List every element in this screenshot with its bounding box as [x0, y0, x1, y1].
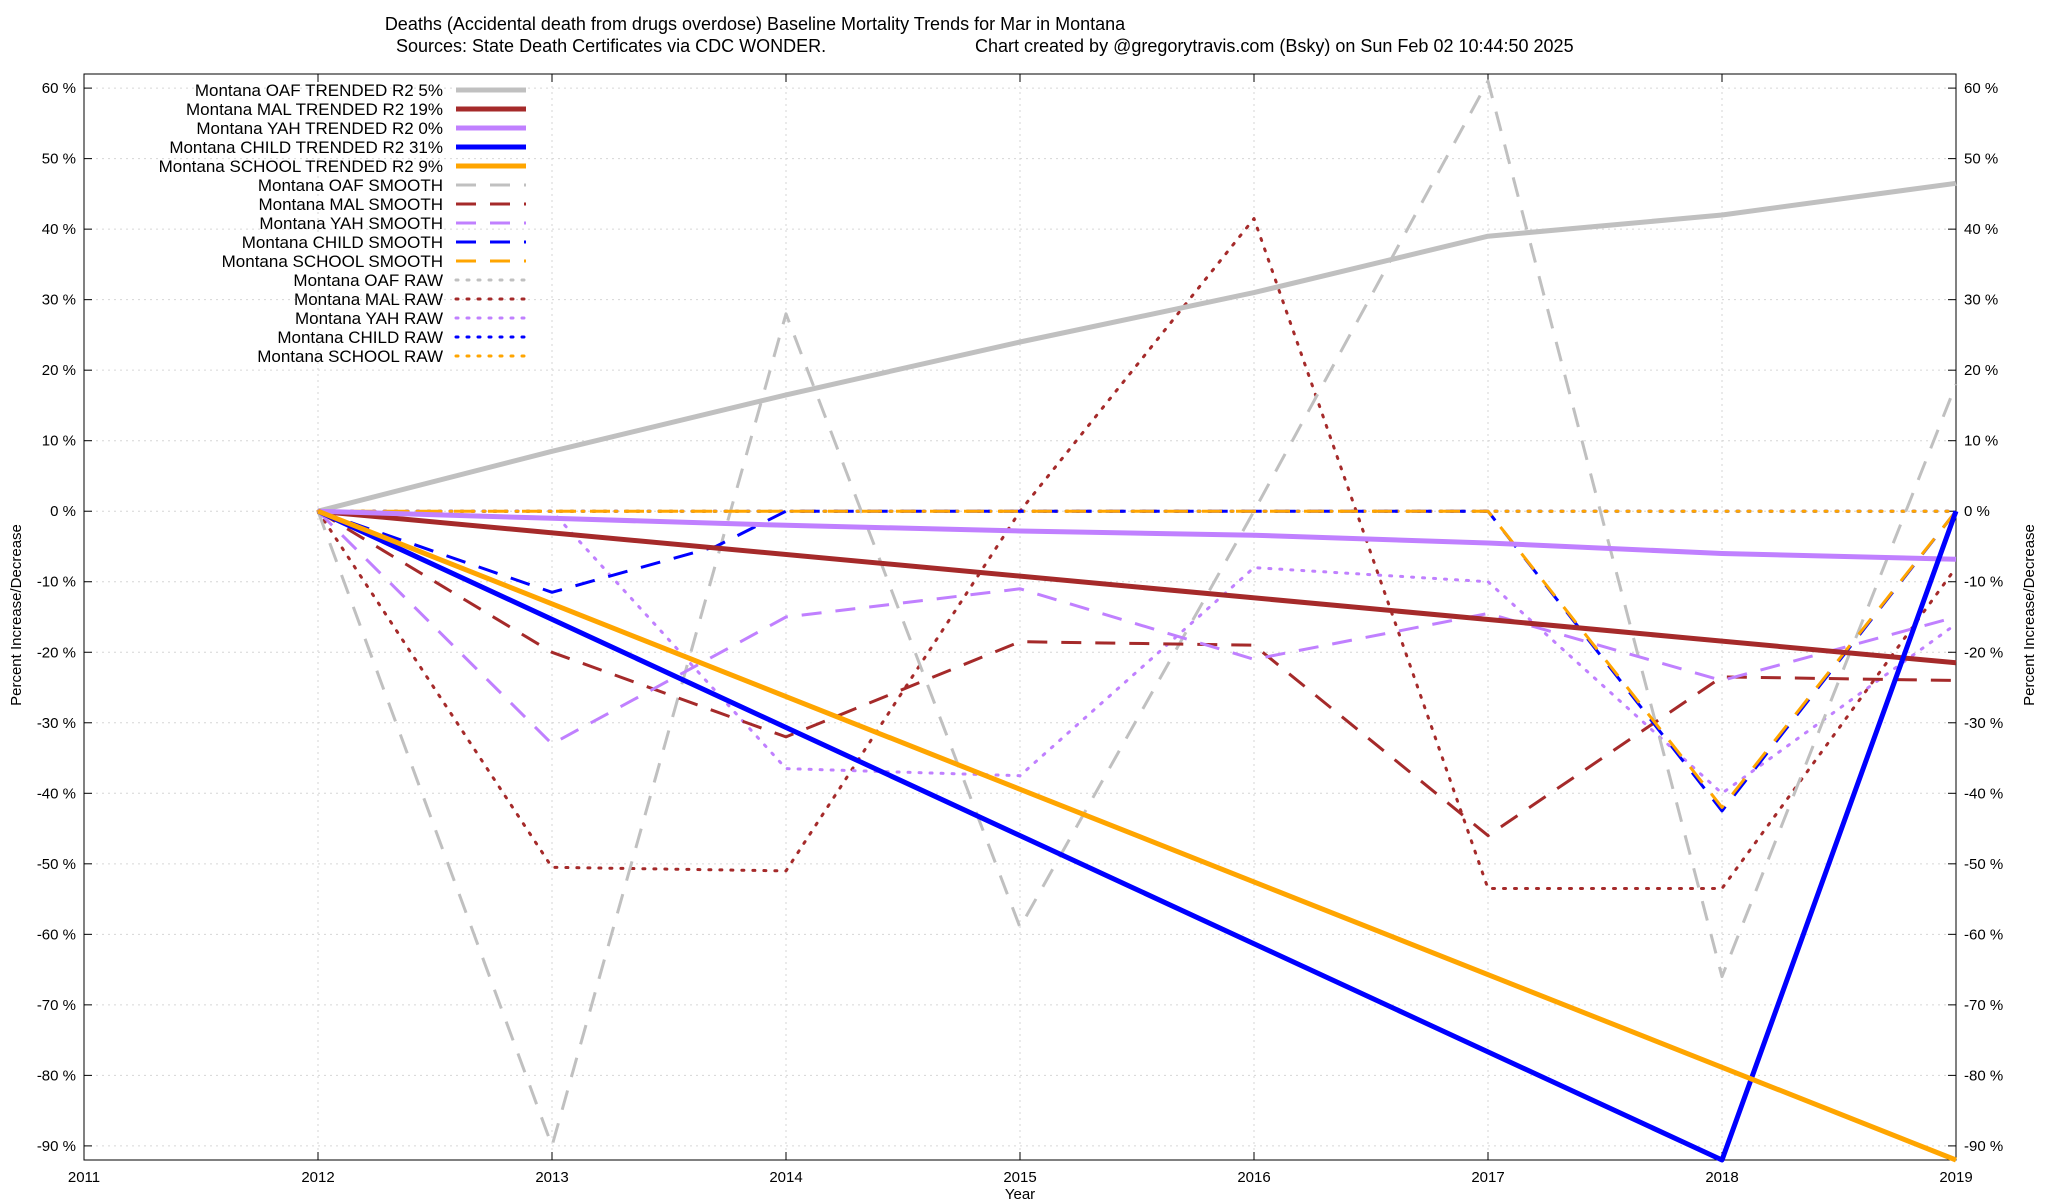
legend-label: Montana MAL RAW — [294, 290, 443, 309]
legend-label: Montana YAH SMOOTH — [259, 214, 443, 233]
legend-label: Montana SCHOOL RAW — [257, 347, 443, 366]
y-tick-label-right: -50 % — [1964, 856, 2003, 873]
x-tick-label: 2014 — [769, 1169, 802, 1186]
series-line-montana-mal-raw — [316, 217, 1958, 890]
y-tick-label-left: 0 % — [50, 503, 76, 520]
chart-subtitle-sources: Sources: State Death Certificates via CD… — [396, 36, 826, 56]
y-tick-label-left: -70 % — [37, 997, 76, 1014]
legend-label: Montana SCHOOL SMOOTH — [222, 252, 443, 271]
x-axis: 2011 2012 2013 2014 2015 2016 2017 2018 2019 — [68, 74, 1973, 1186]
series-line-montana-yah-trended-r — [317, 508, 1957, 562]
x-tick-label: 2019 — [1939, 1169, 1972, 1186]
y-tick-label-right: -80 % — [1964, 1067, 2003, 1084]
series-line-montana-child-smooth — [317, 509, 1958, 813]
y-tick-label-left: -10 % — [37, 574, 76, 591]
x-tick-label: 2013 — [535, 1169, 568, 1186]
y-tick-label-left: 20 % — [42, 362, 76, 379]
y-tick-label-left: 10 % — [42, 433, 76, 450]
y-tick-label-right: 60 % — [1964, 80, 1998, 97]
y-tick-label-left: -50 % — [37, 856, 76, 873]
y-tick-label-left: 30 % — [42, 292, 76, 309]
y-axis-label-right: Percent Increase/Decrease — [2021, 524, 2038, 706]
y-tick-label-left: -90 % — [37, 1138, 76, 1155]
y-tick-label-right: -20 % — [1964, 644, 2003, 661]
y-tick-label-right: 10 % — [1964, 433, 1998, 450]
legend-label: Montana SCHOOL TRENDED R2 9% — [159, 157, 443, 176]
y-axis-left: 60 % 50 % 40 % 30 % 20 % 10 % 0 % -10 % -20 % -30… — [37, 80, 92, 1155]
y-tick-label-left: -20 % — [37, 644, 76, 661]
legend: Montana OAF TRENDED R2 5%Montana MAL TRE… — [159, 81, 528, 366]
series-lines — [316, 79, 1959, 1163]
x-tick-label: 2018 — [1705, 1169, 1738, 1186]
chart-subtitle-credit: Chart created by @gregorytravis.com (Bsk… — [975, 36, 1574, 56]
y-tick-label-right: -10 % — [1964, 574, 2003, 591]
y-axis-right: 60 % 50 % 40 % 30 % 20 % 10 % 0 % -10 % -20 % -30… — [1948, 80, 2003, 1155]
series-line-montana-mal-smooth — [317, 509, 1957, 838]
series-line-montana-mal-trended-r — [317, 508, 1957, 666]
legend-label: Montana OAF SMOOTH — [258, 176, 443, 195]
legend-label: Montana CHILD SMOOTH — [242, 233, 443, 252]
legend-label: Montana OAF TRENDED R2 5% — [195, 81, 443, 100]
legend-label: Montana OAF RAW — [293, 271, 443, 290]
y-tick-label-right: -30 % — [1964, 715, 2003, 732]
y-tick-label-left: 40 % — [42, 221, 76, 238]
legend-label: Montana CHILD TRENDED R2 31% — [169, 138, 443, 157]
y-tick-label-right: -40 % — [1964, 785, 2003, 802]
y-tick-label-right: 50 % — [1964, 151, 1998, 168]
x-tick-label: 2015 — [1003, 1169, 1036, 1186]
y-tick-label-right: 0 % — [1964, 503, 1990, 520]
legend-label: Montana CHILD RAW — [277, 328, 443, 347]
y-tick-label-right: -90 % — [1964, 1138, 2003, 1155]
y-tick-label-left: -30 % — [37, 715, 76, 732]
y-tick-label-right: 30 % — [1964, 292, 1998, 309]
series-line-montana-yah-smooth — [316, 510, 1957, 746]
y-tick-label-left: -40 % — [37, 785, 76, 802]
legend-label: Montana YAH TRENDED R2 0% — [196, 119, 443, 138]
legend-label: Montana YAH RAW — [295, 309, 443, 328]
y-axis-label-left: Percent Increase/Decrease — [8, 524, 25, 706]
legend-label: Montana MAL TRENDED R2 19% — [186, 100, 443, 119]
chart-title: Deaths (Accidental death from drugs over… — [385, 14, 1126, 34]
series-line-montana-oaf-trended-r — [317, 180, 1957, 514]
series-line-montana-child-trended-r — [316, 508, 1959, 1163]
y-tick-label-right: 20 % — [1964, 362, 1998, 379]
y-tick-label-left: 60 % — [42, 80, 76, 97]
y-tick-label-right: -70 % — [1964, 997, 2003, 1014]
legend-label: Montana MAL SMOOTH — [258, 195, 443, 214]
x-tick-label: 2016 — [1237, 1169, 1270, 1186]
x-axis-label: Year — [1005, 1186, 1035, 1200]
x-tick-label: 2017 — [1471, 1169, 1504, 1186]
y-tick-label-right: 40 % — [1964, 221, 1998, 238]
series-line-montana-oaf-smooth — [316, 79, 1958, 1148]
series-line-montana-school-trended-r — [317, 508, 1957, 1163]
x-tick-label: 2012 — [301, 1169, 334, 1186]
y-tick-label-left: -60 % — [37, 926, 76, 943]
y-tick-label-left: -80 % — [37, 1067, 76, 1084]
x-tick-label: 2011 — [68, 1169, 100, 1186]
y-tick-label-left: 50 % — [42, 151, 76, 168]
y-tick-label-right: -60 % — [1964, 926, 2003, 943]
series-line-montana-school-smooth — [318, 509, 1958, 809]
